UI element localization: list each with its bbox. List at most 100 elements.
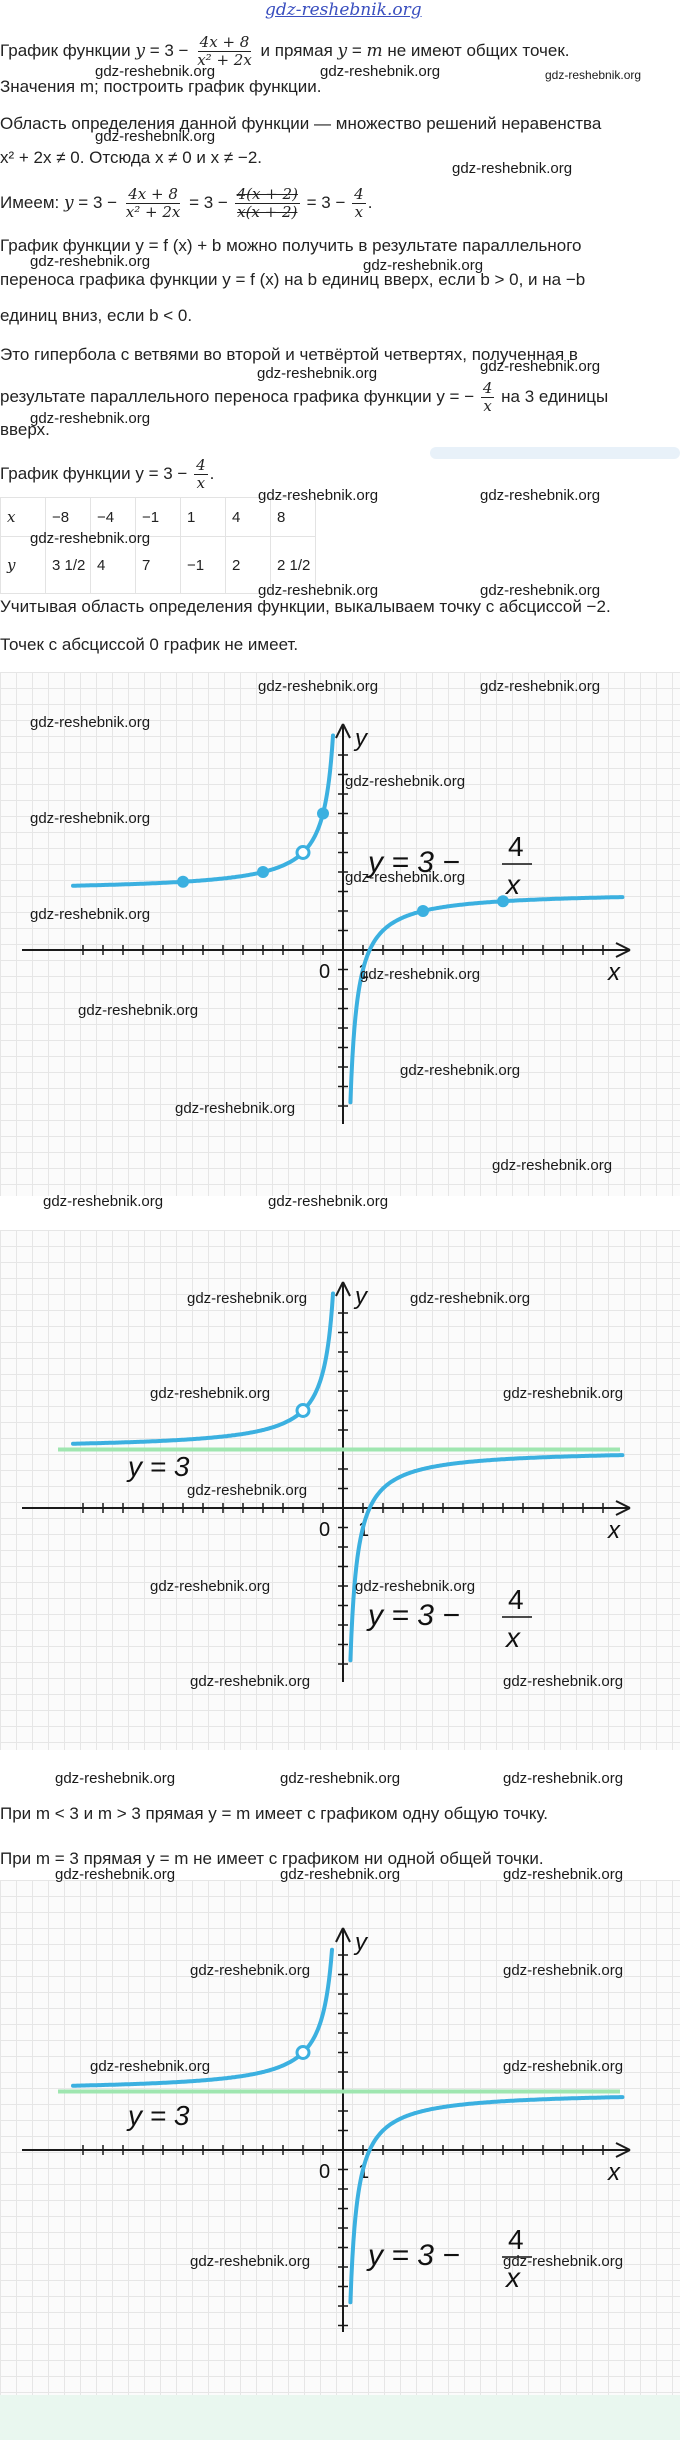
watermark-text: gdz-reshebnik.org — [492, 1157, 613, 1174]
watermark-text: gdz-reshebnik.org — [480, 358, 601, 375]
paragraph-shift-3: единиц вниз, если b < 0. — [0, 306, 193, 325]
watermark-text: gdz-reshebnik.org — [280, 1866, 401, 1883]
text-span: результате параллельного переноса график… — [0, 386, 475, 406]
table-cell: 4 — [90, 536, 136, 594]
plot-point — [317, 807, 329, 820]
table-row: y 3 1/2 4 7 −1 2 2 1/2 — [0, 536, 316, 594]
paragraph-shift-1: График функции y = f (x) + b можно получ… — [0, 236, 582, 255]
y-axis-label: y — [353, 1283, 369, 1310]
text-span: не имеют общих точек. — [387, 40, 570, 60]
paragraph-domain-result: x² + 2x ≠ 0. Отсюда x ≠ 0 и x ≠ −2. — [0, 148, 263, 167]
paragraph-no-point: При m = 3 прямая y = m не имеет с график… — [0, 1849, 544, 1868]
plot-point — [177, 875, 189, 888]
watermark-text: gdz-reshebnik.org — [30, 810, 151, 827]
x-axis-label: x — [607, 1517, 621, 1544]
table-cell: x — [0, 497, 46, 537]
punctured-point — [295, 1403, 311, 1418]
watermark-text: gdz-reshebnik.org — [503, 1770, 624, 1787]
text-span: График функции y = 3 − — [0, 463, 188, 483]
y-axis-arrow — [335, 1927, 351, 1943]
watermark-text: gdz-reshebnik.org — [503, 1962, 624, 1979]
table-cell: −1 — [180, 536, 226, 594]
plot-point — [257, 866, 269, 878]
formula-num: 4 — [508, 2224, 524, 2255]
x-axis-label: x — [607, 959, 621, 986]
table-cell: 3 1/2 — [45, 536, 91, 594]
curve-right-branch — [348, 1453, 625, 1663]
watermark-text: gdz-reshebnik.org — [480, 487, 601, 504]
text-span: на 3 единицы — [501, 386, 609, 406]
watermark-text: gdz-reshebnik.org — [95, 63, 216, 80]
y-axis-label: y — [353, 725, 369, 752]
watermark-text: gdz-reshebnik.org — [30, 714, 151, 731]
watermark-text: gdz-reshebnik.org — [78, 1002, 199, 1019]
watermark-text: gdz-reshebnik.org — [480, 582, 601, 599]
watermark-text: gdz-reshebnik.org — [150, 1385, 271, 1402]
watermark-text: gdz-reshebnik.org — [187, 1482, 308, 1499]
paragraph-intro: График функции y = 3 − 4x + 8 x² + 2x и п… — [0, 33, 570, 69]
watermark-text: gdz-reshebnik.org — [30, 410, 151, 427]
watermark-text: gdz-reshebnik.org — [400, 1062, 521, 1079]
watermark-text: gdz-reshebnik.org — [320, 63, 441, 80]
paragraph-hyperbola-2: результате параллельного переноса график… — [0, 379, 609, 415]
watermark-text: gdz-reshebnik.org — [190, 1962, 311, 1979]
watermark-text: gdz-reshebnik.org — [268, 1193, 389, 1210]
x-axis-arrow — [615, 2142, 631, 2158]
watermark-text: gdz-reshebnik.org — [503, 2058, 624, 2075]
watermark-text: gdz-reshebnik.org — [503, 1385, 624, 1402]
y-axis-arrow — [335, 723, 351, 739]
origin-label: 0 — [319, 1519, 330, 1541]
origin-label: 0 — [319, 961, 330, 983]
formula-num: 4 — [508, 1584, 524, 1615]
watermark-text: gdz-reshebnik.org — [360, 966, 481, 983]
x-axis-label: x — [607, 2159, 621, 2186]
watermark-text: gdz-reshebnik.org — [258, 487, 379, 504]
plot-point — [497, 895, 509, 908]
paragraph-hyperbola-3: вверх. — [0, 420, 50, 439]
asymptote-label: y = 3 — [126, 2100, 190, 2131]
watermark-text: gdz-reshebnik.org — [345, 869, 466, 886]
table-cell: 2 1/2 — [270, 536, 316, 594]
formula-den: x — [504, 2262, 521, 2293]
paragraph-no-zero: Точек с абсциссой 0 график не имеет. — [0, 635, 299, 654]
watermark-text: gdz-reshebnik.org — [480, 678, 601, 695]
curve-left-branch — [71, 1291, 335, 1446]
scroll-fade-bar — [430, 447, 680, 459]
formula-lhs: y = 3 − — [366, 846, 460, 879]
site-logo[interactable]: gdz-reshebnik.org — [265, 0, 422, 20]
watermark-text: gdz-reshebnik.org — [55, 1866, 176, 1883]
watermark-text: gdz-reshebnik.org — [503, 1673, 624, 1690]
watermark-text: gdz-reshebnik.org — [545, 68, 642, 82]
watermark-text: gdz-reshebnik.org — [150, 1578, 271, 1595]
punctured-point — [295, 845, 311, 860]
curve-left-branch — [71, 733, 335, 888]
x-axis-arrow — [615, 942, 631, 958]
curve-right-branch — [348, 2095, 625, 2305]
watermark-text: gdz-reshebnik.org — [55, 1770, 176, 1787]
watermark-text: gdz-reshebnik.org — [452, 160, 573, 177]
watermark-text: gdz-reshebnik.org — [43, 1193, 164, 1210]
table-cell: −4 — [90, 497, 136, 537]
asymptote-label: y = 3 — [126, 1451, 190, 1482]
formula-lhs: y = 3 − — [366, 1599, 460, 1632]
table-cell: 7 — [135, 536, 181, 594]
bottom-band — [0, 2395, 680, 2440]
formula-lhs: y = 3 − — [366, 2239, 460, 2272]
watermark-text: gdz-reshebnik.org — [175, 1100, 296, 1117]
graph-2: xy0 1y = 3y = 3 −4x — [22, 1281, 631, 1682]
paragraph-simplify: Имеем: y = 3 − 4x + 8 x² + 2x = 3 − 4(x +… — [0, 185, 373, 221]
table-row: x −8 −4 −1 1 4 8 — [0, 497, 316, 537]
text-span: Имеем: — [0, 192, 60, 212]
table-cell: −1 — [135, 497, 181, 537]
paragraph-domain: Область определения данной функции — мно… — [0, 114, 602, 133]
watermark-text: gdz-reshebnik.org — [280, 1770, 401, 1787]
table-cell: 2 — [225, 536, 271, 594]
graph-1: xy0 1y = 3 −4x — [22, 723, 631, 1124]
watermark-text: gdz-reshebnik.org — [30, 253, 151, 270]
paragraph-one-point: При m < 3 и m > 3 прямая y = m имеет с г… — [0, 1804, 549, 1823]
watermark-text: gdz-reshebnik.org — [503, 1866, 624, 1883]
